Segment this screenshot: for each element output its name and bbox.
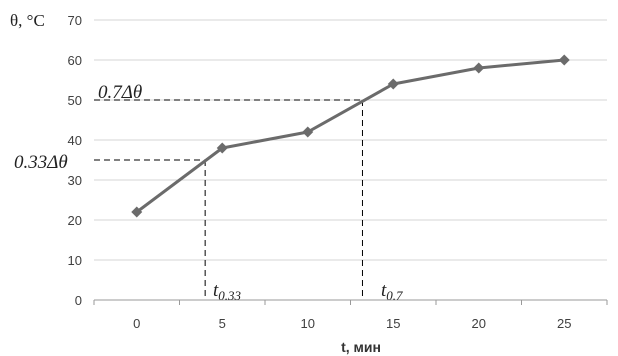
annotation-t-0-33-subscript: 0.33 (218, 288, 241, 303)
y-tick-label-30: 30 (68, 173, 82, 188)
data-point-15 (387, 78, 399, 90)
data-point-25 (558, 54, 570, 66)
x-tick-label-15: 15 (386, 316, 400, 331)
annotation-t-0-7-subscript: 0.7 (386, 288, 403, 303)
data-point-0 (131, 206, 143, 218)
annotation-t-0-7-main: t (381, 280, 387, 301)
y-axis-title: θ, °C (10, 11, 45, 30)
y-tick-labels: 0 10 20 30 40 50 60 70 (68, 13, 82, 308)
annotation-t-0-33: t0.33 (213, 280, 242, 303)
data-point-20 (473, 62, 485, 74)
y-tick-label-40: 40 (68, 133, 82, 148)
y-tick-label-0: 0 (75, 293, 82, 308)
x-tick-labels: 0 5 10 15 20 25 (133, 316, 571, 331)
series (131, 54, 570, 218)
x-axis-title: t, мин (341, 339, 381, 355)
y-tick-label-50: 50 (68, 93, 82, 108)
x-tick-label-10: 10 (301, 316, 315, 331)
guide-lines (94, 99, 363, 300)
x-tick-label-0: 0 (133, 316, 140, 331)
data-point-5 (216, 142, 228, 154)
annotation-0-33-delta-theta: 0.33Δθ (14, 152, 68, 173)
x-tick-label-25: 25 (557, 316, 571, 331)
y-tick-label-70: 70 (68, 13, 82, 28)
x-tick-label-20: 20 (472, 316, 486, 331)
y-tick-label-10: 10 (68, 253, 82, 268)
series-line-0 (135, 58, 565, 214)
y-tick-label-60: 60 (68, 53, 82, 68)
x-tick-label-5: 5 (219, 316, 226, 331)
annotation-t-0-33-main: t (213, 280, 219, 301)
annotation-0-7-delta-theta: 0.7Δθ (98, 82, 142, 103)
annotation-t-0-7: t0.7 (381, 280, 403, 303)
data-point-10 (302, 126, 314, 138)
y-tick-label-20: 20 (68, 213, 82, 228)
